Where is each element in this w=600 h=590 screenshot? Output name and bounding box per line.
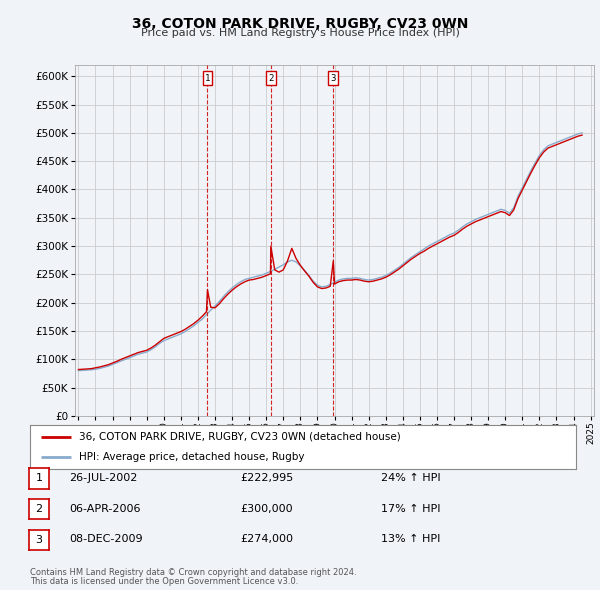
Text: 06-APR-2006: 06-APR-2006 bbox=[69, 504, 140, 513]
Text: 3: 3 bbox=[35, 535, 43, 545]
Text: 36, COTON PARK DRIVE, RUGBY, CV23 0WN (detached house): 36, COTON PARK DRIVE, RUGBY, CV23 0WN (d… bbox=[79, 432, 401, 442]
Text: 36, COTON PARK DRIVE, RUGBY, CV23 0WN: 36, COTON PARK DRIVE, RUGBY, CV23 0WN bbox=[132, 17, 468, 31]
Text: Price paid vs. HM Land Registry's House Price Index (HPI): Price paid vs. HM Land Registry's House … bbox=[140, 28, 460, 38]
Text: 26-JUL-2002: 26-JUL-2002 bbox=[69, 473, 137, 483]
Text: 1: 1 bbox=[205, 74, 210, 83]
Text: This data is licensed under the Open Government Licence v3.0.: This data is licensed under the Open Gov… bbox=[30, 578, 298, 586]
Text: HPI: Average price, detached house, Rugby: HPI: Average price, detached house, Rugb… bbox=[79, 452, 305, 462]
Text: £300,000: £300,000 bbox=[240, 504, 293, 513]
Text: 24% ↑ HPI: 24% ↑ HPI bbox=[381, 473, 440, 483]
Text: 2: 2 bbox=[268, 74, 274, 83]
Text: 1: 1 bbox=[35, 474, 43, 483]
Text: 13% ↑ HPI: 13% ↑ HPI bbox=[381, 535, 440, 544]
Text: 2: 2 bbox=[35, 504, 43, 514]
Text: 08-DEC-2009: 08-DEC-2009 bbox=[69, 535, 143, 544]
Text: 3: 3 bbox=[331, 74, 336, 83]
Text: £274,000: £274,000 bbox=[240, 535, 293, 544]
Text: Contains HM Land Registry data © Crown copyright and database right 2024.: Contains HM Land Registry data © Crown c… bbox=[30, 568, 356, 577]
Text: £222,995: £222,995 bbox=[240, 473, 293, 483]
Text: 17% ↑ HPI: 17% ↑ HPI bbox=[381, 504, 440, 513]
